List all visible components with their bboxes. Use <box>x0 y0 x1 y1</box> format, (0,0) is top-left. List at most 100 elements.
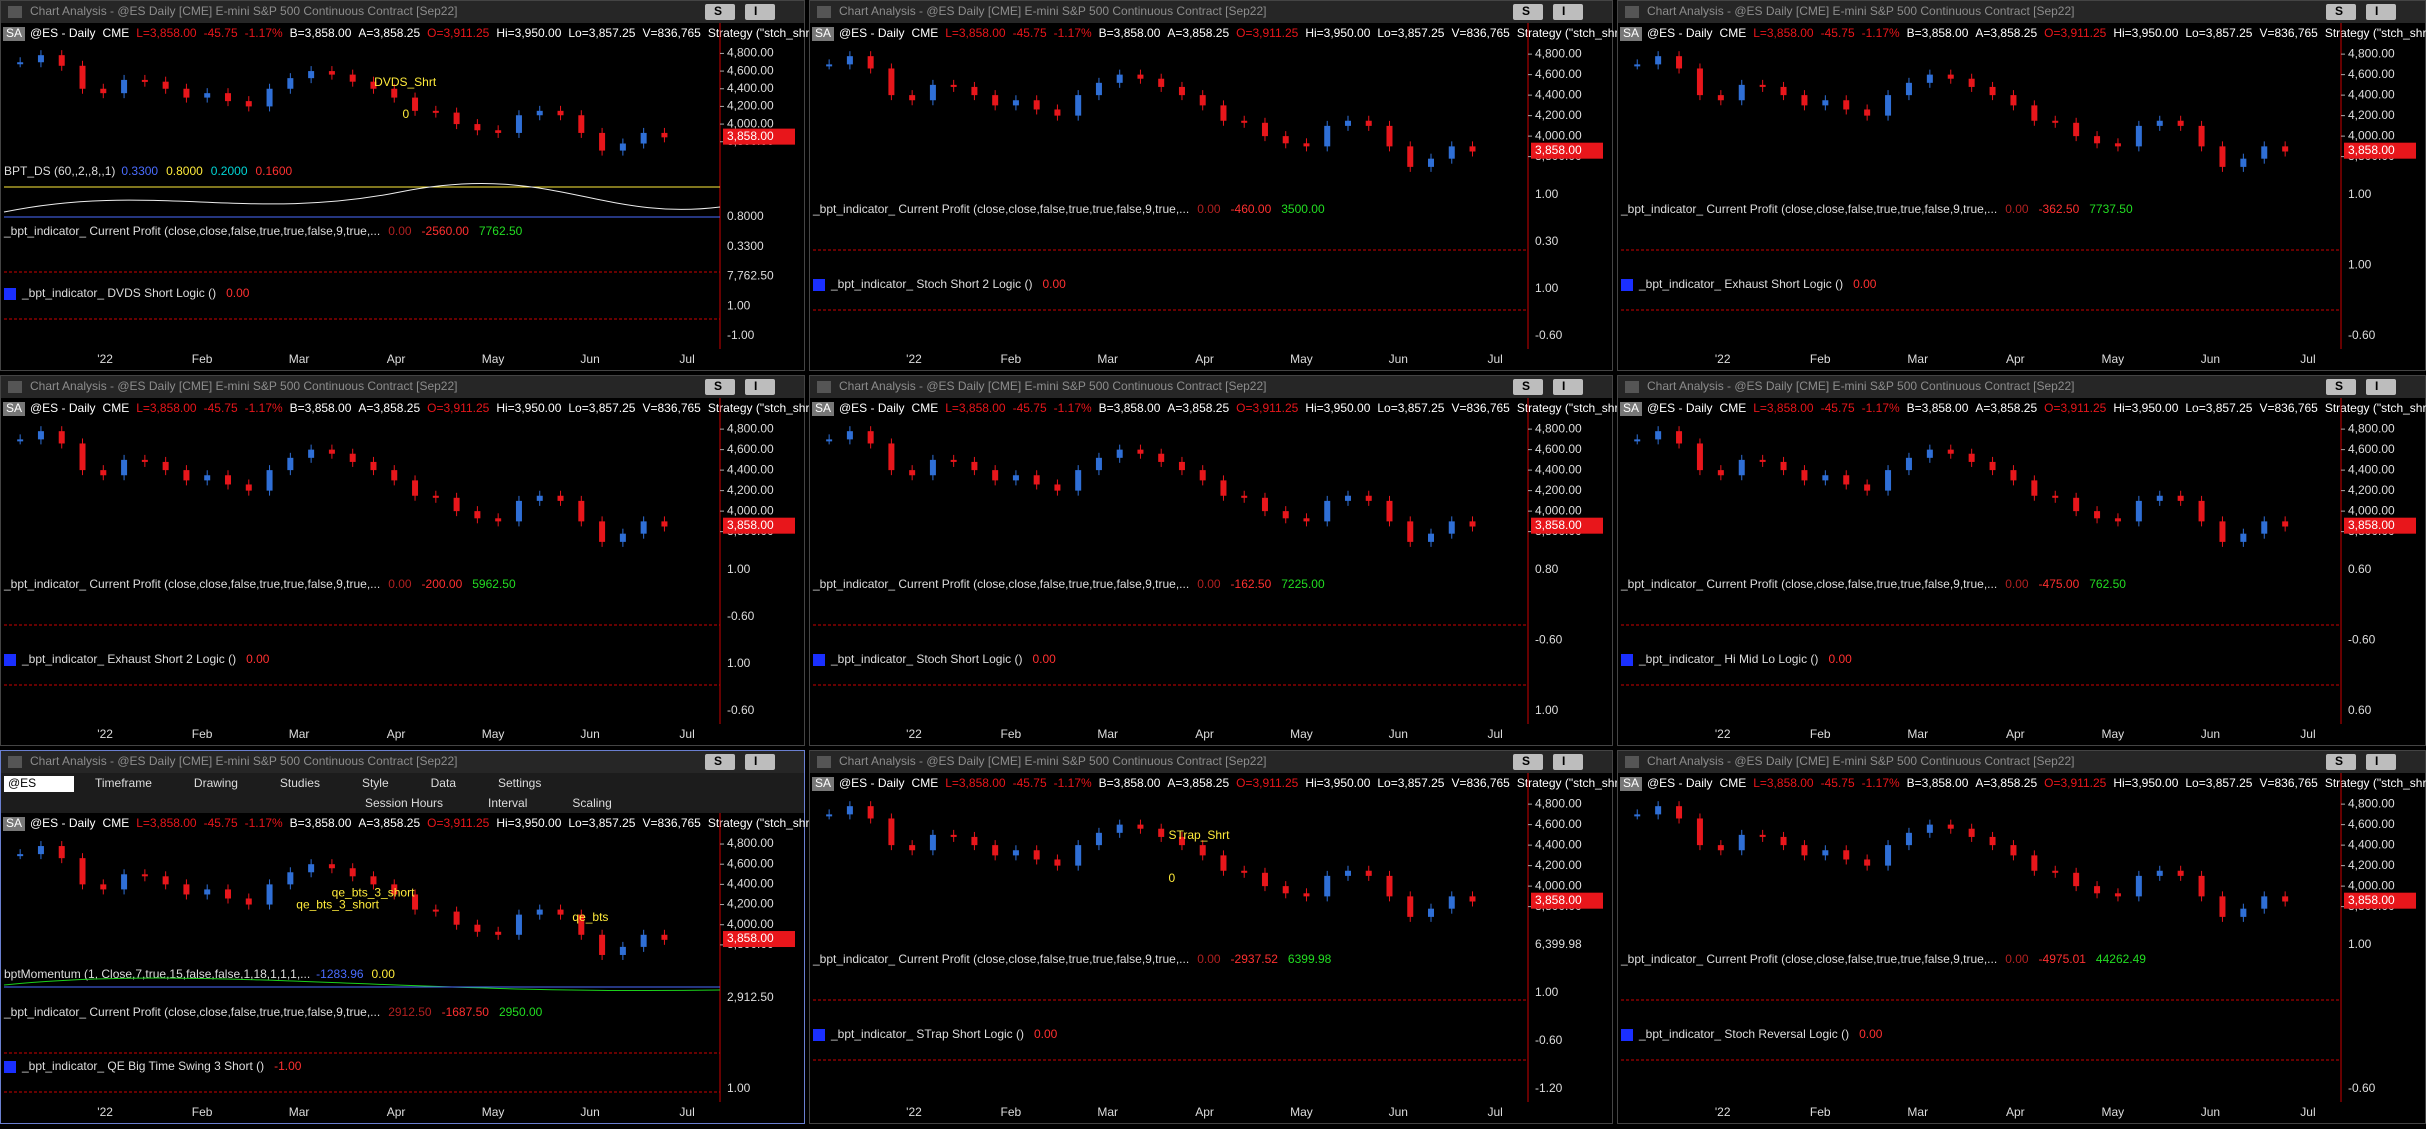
window-button[interactable] <box>745 4 775 20</box>
window-button-label[interactable]: S <box>2335 4 2343 18</box>
window-button[interactable] <box>2366 379 2396 395</box>
toolbar-button[interactable]: Drawing <box>194 776 238 790</box>
indicator-label: _bpt_indicator_ Hi Mid Lo Logic () <box>1638 652 1818 666</box>
quote-field: Strategy ("stch_shrt_... <box>1517 776 1639 790</box>
window-button[interactable] <box>745 754 775 770</box>
profit-value: -475.00 <box>2039 577 2080 591</box>
window-button[interactable] <box>1513 379 1543 395</box>
candle <box>1261 122 1268 137</box>
window-button-label[interactable]: S <box>714 4 722 18</box>
quote-field: @ES - Daily <box>1647 26 1713 40</box>
indicator-label: _bpt_indicator_ Current Profit (close,cl… <box>3 224 380 238</box>
window-button-label[interactable]: S <box>2335 754 2343 768</box>
chart-window <box>1617 375 2426 746</box>
candle <box>121 459 128 476</box>
quote-field: -45.75 <box>204 816 238 830</box>
logic-value: 0.00 <box>1034 1027 1058 1041</box>
last-price-tag <box>723 931 795 948</box>
title-bar <box>1 376 804 398</box>
window-title: Chart Analysis - @ES Daily [CME] E-mini … <box>1647 379 2074 393</box>
window-button[interactable] <box>1513 4 1543 20</box>
window-button[interactable] <box>705 4 735 20</box>
window-button[interactable] <box>705 754 735 770</box>
window-button[interactable] <box>1553 754 1583 770</box>
quote-field: V=836,765 <box>1451 401 1510 415</box>
quote-field: O=3,911.25 <box>427 816 489 830</box>
candle <box>453 911 460 925</box>
window-button[interactable] <box>745 379 775 395</box>
quote-field: Hi=3,950.00 <box>1305 26 1370 40</box>
candle <box>1885 845 1892 866</box>
chart-window <box>809 375 1613 746</box>
window-button[interactable] <box>1513 754 1543 770</box>
candle <box>37 846 44 855</box>
indicator-label: _bpt_indicator_ Current Profit (close,cl… <box>812 952 1189 966</box>
window-button-label[interactable]: I <box>2375 754 2378 768</box>
title-bar <box>1 1 804 23</box>
window-button[interactable] <box>2366 4 2396 20</box>
x-tick-label: Feb <box>1810 1105 1831 1119</box>
symbol-input[interactable]: @ES <box>8 776 36 790</box>
window-button[interactable] <box>2326 379 2356 395</box>
toolbar-button[interactable]: Style <box>362 776 389 790</box>
candle <box>1054 109 1061 116</box>
candle <box>1469 896 1476 902</box>
window-button-label[interactable]: S <box>1522 4 1530 18</box>
quote-field: -1.17% <box>1054 401 1092 415</box>
toolbar-button[interactable]: Studies <box>280 776 320 790</box>
quote-field: @ES - Daily <box>1647 401 1713 415</box>
window-button-label[interactable]: I <box>2375 379 2378 393</box>
toolbar-button[interactable]: Scaling <box>572 796 611 810</box>
window-button[interactable] <box>705 379 735 395</box>
indicator-tick-label: 1.00 <box>1535 703 1559 717</box>
profit-value: 0.00 <box>1197 577 1221 591</box>
indicator-tick-label: -0.60 <box>2348 328 2376 342</box>
indicator-tick-label: 1.00 <box>2348 187 2372 201</box>
candle <box>183 470 190 481</box>
y-tick-label: 4,000.00 <box>1535 878 1582 892</box>
candle <box>929 834 936 851</box>
quote-field: Strategy ("stch_shrt_... <box>708 816 830 830</box>
indicator-value: 0.8000 <box>166 164 203 178</box>
window-button-label[interactable]: S <box>714 379 722 393</box>
window-button-label[interactable]: S <box>1522 754 1530 768</box>
window-button-label[interactable]: I <box>2375 4 2378 18</box>
window-button-label[interactable]: I <box>754 379 757 393</box>
window-title: Chart Analysis - @ES Daily [CME] E-mini … <box>1647 754 2074 768</box>
window-button[interactable] <box>2366 754 2396 770</box>
candle <box>1158 828 1165 837</box>
quote-field: Strategy ("stch_shrt_... <box>1517 401 1639 415</box>
strategy-annotation: 0 <box>402 107 409 121</box>
y-tick-label: 4,000.00 <box>1535 503 1582 517</box>
window-button-label[interactable]: I <box>754 4 757 18</box>
y-tick-label: 4,800.00 <box>1535 421 1582 435</box>
last-price-tag <box>1531 517 1603 534</box>
window-button[interactable] <box>1553 379 1583 395</box>
window-button[interactable] <box>2326 4 2356 20</box>
candle <box>495 130 502 133</box>
x-tick-label: Feb <box>1000 352 1021 366</box>
toolbar-button[interactable]: Settings <box>498 776 541 790</box>
window-button-label[interactable]: S <box>714 754 722 768</box>
symbol-box[interactable] <box>4 776 74 792</box>
window-button-label[interactable]: I <box>1562 754 1565 768</box>
toolbar-button[interactable]: Session Hours <box>365 796 443 810</box>
profit-value: 0.00 <box>2005 202 2029 216</box>
quote-field: O=3,911.25 <box>1236 401 1298 415</box>
candle <box>1905 457 1912 471</box>
profit-value: -460.00 <box>1231 202 1272 216</box>
toolbar-button[interactable]: Data <box>431 776 457 790</box>
candle <box>2261 896 2268 909</box>
window-button-label[interactable]: I <box>1562 4 1565 18</box>
toolbar-button[interactable]: Interval <box>488 796 527 810</box>
window-button-label[interactable]: I <box>1562 379 1565 393</box>
candle <box>412 894 419 910</box>
window-button[interactable] <box>1553 4 1583 20</box>
window-button-label[interactable]: I <box>754 754 757 768</box>
window-button-label[interactable]: S <box>2335 379 2343 393</box>
window-button[interactable] <box>2326 754 2356 770</box>
candle <box>1885 95 1892 116</box>
window-button-label[interactable]: S <box>1522 379 1530 393</box>
toolbar-button[interactable]: Timeframe <box>95 776 152 790</box>
